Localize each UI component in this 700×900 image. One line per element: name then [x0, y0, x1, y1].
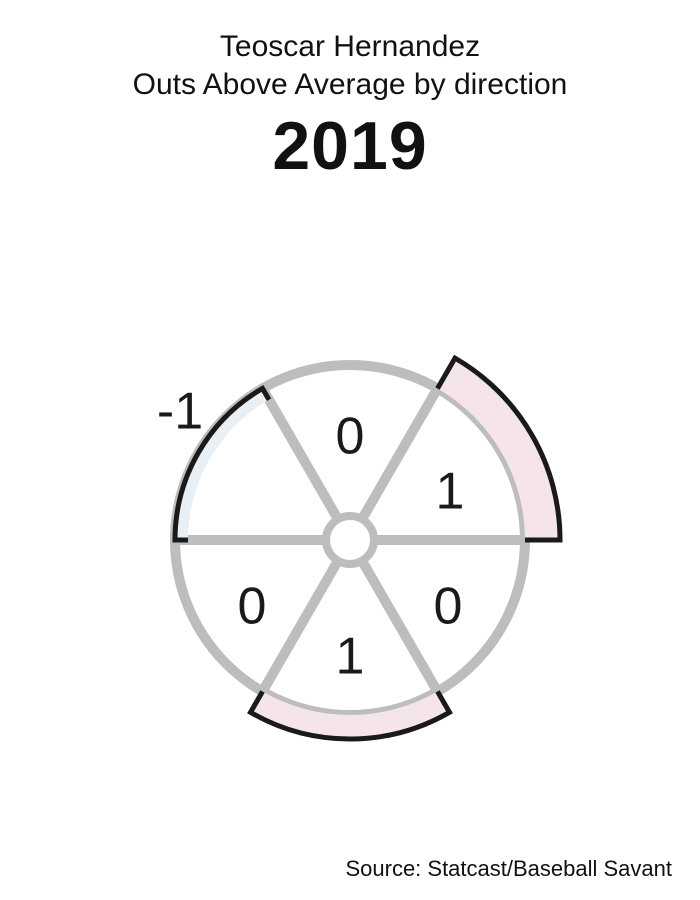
source-attribution: Source: Statcast/Baseball Savant — [345, 856, 672, 882]
wedge-label-top-right: 1 — [436, 463, 465, 521]
title-line-2: Outs Above Average by direction — [0, 66, 700, 104]
spoke-1 — [362, 388, 438, 519]
spoke-3 — [362, 561, 438, 692]
hub-circle — [326, 516, 374, 564]
title-year: 2019 — [0, 107, 700, 185]
spoke-4 — [263, 561, 339, 692]
wedge-label-bottom: 1 — [336, 628, 365, 686]
radial-chart-svg: 0 1 0 1 0 -1 — [70, 260, 630, 820]
wedge-label-top-left: -1 — [157, 383, 203, 441]
wedge-label-bottom-left: 0 — [238, 578, 267, 636]
wedge-label-bottom-right: 0 — [434, 578, 463, 636]
chart-title-block: Teoscar Hernandez Outs Above Average by … — [0, 0, 700, 185]
spoke-0 — [263, 388, 339, 519]
title-line-1: Teoscar Hernandez — [0, 28, 700, 66]
radial-chart: 0 1 0 1 0 -1 — [0, 260, 700, 820]
wedge-label-top: 0 — [336, 408, 365, 466]
